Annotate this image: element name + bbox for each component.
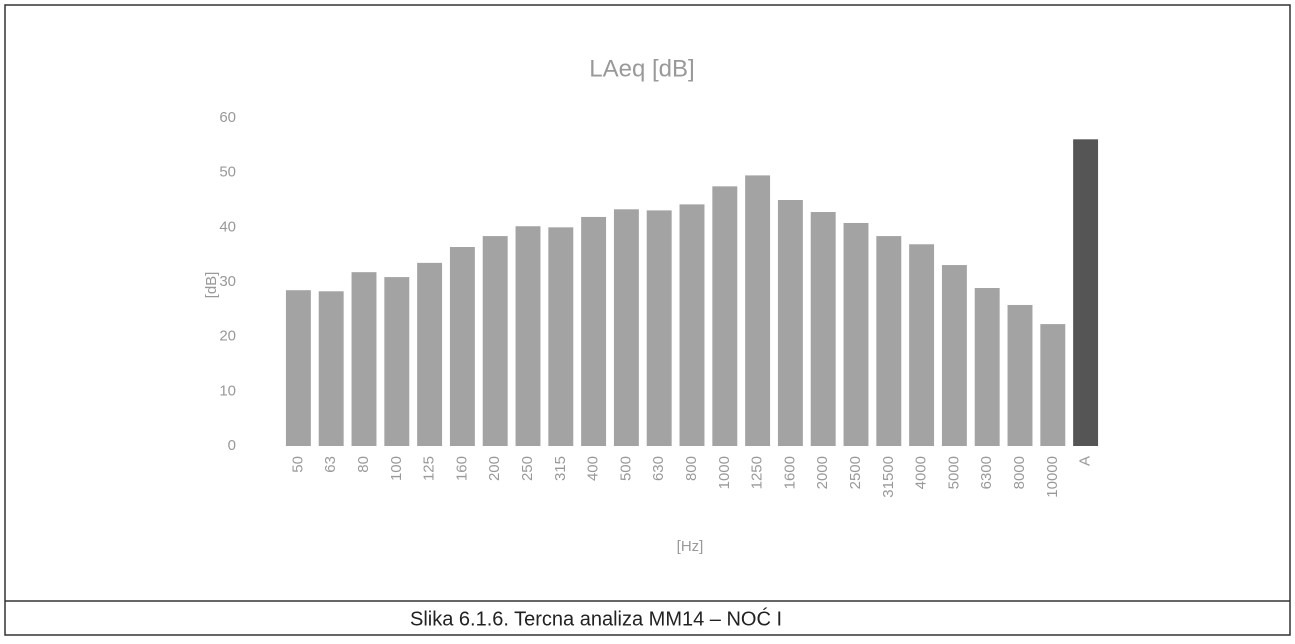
y-tick-label: 40 <box>219 218 236 235</box>
x-tick-label: 630 <box>650 456 667 481</box>
x-tick-label: 1250 <box>749 456 766 489</box>
x-tick-label: 5000 <box>945 456 962 489</box>
y-tick-label: 10 <box>219 382 236 399</box>
x-tick-label: 250 <box>519 456 536 481</box>
bar <box>482 236 508 446</box>
bar <box>515 226 541 446</box>
y-tick-label: 0 <box>228 437 236 454</box>
bar <box>646 210 672 446</box>
caption: Slika 6.1.6. Tercna analiza MM14 – NOĆ I <box>410 607 782 630</box>
bar <box>843 222 869 446</box>
bar <box>712 186 738 447</box>
x-tick-label: 31500 <box>880 456 897 498</box>
x-tick-label: A <box>1077 456 1094 466</box>
bar <box>384 277 410 446</box>
bar <box>548 227 574 446</box>
x-tick-label: 200 <box>486 456 503 481</box>
bar <box>679 204 705 446</box>
x-axis-label: [Hz] <box>677 538 704 555</box>
x-tick-label: 4000 <box>913 456 930 489</box>
y-tick-label: 50 <box>219 164 236 181</box>
bar <box>745 175 771 446</box>
y-tick-label: 30 <box>219 273 236 290</box>
x-tick-label: 6300 <box>978 456 995 489</box>
bar <box>810 212 836 446</box>
bar <box>876 236 902 446</box>
x-tick-label: 160 <box>453 456 470 481</box>
x-tick-label: 500 <box>617 456 634 481</box>
bar <box>1040 324 1066 446</box>
x-tick-label: 1600 <box>781 456 798 489</box>
bar <box>581 216 607 446</box>
chart-title: LAeq [dB] <box>589 55 694 82</box>
x-tick-label: 2500 <box>847 456 864 489</box>
x-tick-label: 10000 <box>1044 456 1061 498</box>
x-tick-label: 100 <box>388 456 405 481</box>
x-tick-label: 8000 <box>1011 456 1028 489</box>
bar <box>974 288 1000 446</box>
x-tick-label: 800 <box>683 456 700 481</box>
bar <box>777 200 803 446</box>
bar <box>1007 304 1033 446</box>
x-tick-label: 400 <box>585 456 602 481</box>
x-tick-label: 1000 <box>716 456 733 489</box>
bar <box>941 265 967 446</box>
bar <box>449 247 475 446</box>
bar <box>909 244 935 446</box>
y-tick-label: 20 <box>219 328 236 345</box>
y-axis-label: [dB] <box>203 272 220 299</box>
y-tick-label: 60 <box>219 109 236 126</box>
x-tick-label: 315 <box>552 456 569 481</box>
frame <box>4 4 1291 636</box>
x-tick-label: 50 <box>289 456 306 473</box>
bar <box>285 290 311 446</box>
bar <box>417 262 443 446</box>
bar <box>1073 139 1099 446</box>
bar <box>318 291 344 446</box>
x-tick-label: 80 <box>355 456 372 473</box>
bar <box>351 272 377 446</box>
x-tick-label: 2000 <box>814 456 831 489</box>
bar <box>613 209 639 446</box>
x-tick-label: 63 <box>322 456 339 473</box>
x-tick-label: 125 <box>421 456 438 481</box>
